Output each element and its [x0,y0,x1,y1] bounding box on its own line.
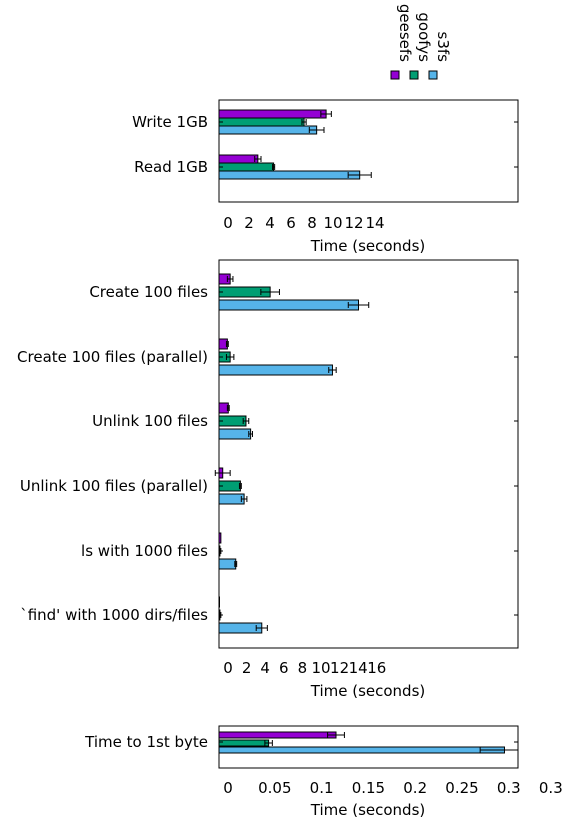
category-label: Read 1GB [134,158,208,176]
bar-s3fs-0 [218,299,359,311]
x-tick-label: 2 [244,214,254,232]
category-label: Write 1GB [132,113,208,131]
x-axis-label: Time (seconds) [310,801,426,819]
bar-s3fs-4 [218,558,237,570]
legend-swatch-goofys [409,70,419,80]
x-tick-label: 10 [323,214,342,232]
category-label: `find' with 1000 dirs/files [20,606,208,624]
category-label: Create 100 files [89,283,208,301]
x-tick-label: 10 [311,659,330,677]
x-tick-label: 8 [298,659,308,677]
legend-label-s3fs: s3fs [434,32,452,63]
x-tick-label: 8 [307,214,317,232]
legend-label-geesefs: geesefs [396,4,414,62]
plot-frame-1 [218,259,519,649]
x-tick-label: 0.3 [497,779,521,797]
bar-geesefs-0 [218,109,327,119]
x-tick-label: 0 [223,214,233,232]
bar-s3fs-0 [218,125,318,135]
bar-goofys-2 [218,415,247,427]
legend-swatch-geesefs [390,70,400,80]
bar-s3fs-2 [218,428,252,440]
x-tick-label: 16 [367,659,386,677]
x-tick-label: 2 [242,659,252,677]
legend-swatch-s3fs [428,70,438,80]
bar-geesefs-0 [218,731,337,739]
x-tick-label: 0.05 [258,779,291,797]
x-tick-label: 0.1 [310,779,334,797]
x-tick-label: 12 [330,659,349,677]
x-tick-label: 14 [349,659,368,677]
x-tick-label: 0 [223,779,233,797]
x-tick-label: 0.15 [352,779,385,797]
x-tick-label: 6 [286,214,296,232]
x-tick-label: 12 [344,214,363,232]
x-tick-label: 6 [279,659,289,677]
x-tick-label: 14 [365,214,384,232]
x-tick-label: 4 [260,659,270,677]
bar-s3fs-3 [218,493,245,505]
x-axis-label: Time (seconds) [310,682,426,700]
legend-label-goofys: goofys [415,12,433,62]
x-tick-label: 0.25 [445,779,478,797]
bar-s3fs-1 [218,170,361,180]
bar-goofys-0 [218,739,270,747]
bar-geesefs-4 [218,532,222,544]
plot-frame-0 [218,99,519,203]
category-label: Unlink 100 files [92,412,208,430]
bar-s3fs-5 [218,622,263,634]
category-label: ls with 1000 files [81,542,208,560]
bar-goofys-1 [218,162,275,172]
bar-s3fs-0 [218,746,505,754]
bar-geesefs-5 [218,596,220,608]
bar-s3fs-1 [218,364,333,376]
x-tick-label: 0 [223,659,233,677]
bar-geesefs-1 [218,154,259,164]
x-tick-label: 4 [265,214,275,232]
x-axis-label: Time (seconds) [310,237,426,255]
bar-goofys-0 [218,117,305,127]
x-tick-label: 0.2 [403,779,427,797]
category-label: Unlink 100 files (parallel) [20,477,208,495]
x-tick-label: 0.35 [539,779,563,797]
category-label: Time to 1st byte [84,733,208,751]
category-label: Create 100 files (parallel) [17,348,208,366]
